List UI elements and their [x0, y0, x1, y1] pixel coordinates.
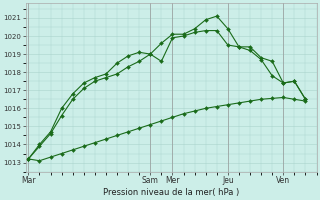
- X-axis label: Pression niveau de la mer( hPa ): Pression niveau de la mer( hPa ): [103, 188, 239, 197]
